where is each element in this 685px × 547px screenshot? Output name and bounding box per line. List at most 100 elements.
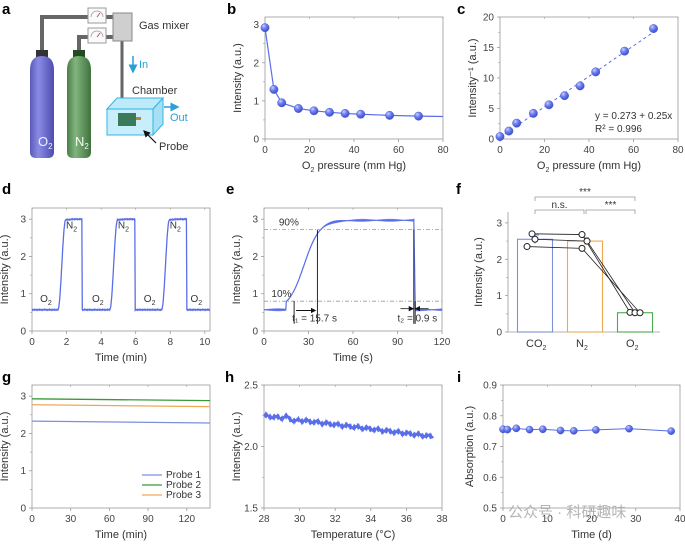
gas-mixer-label: Gas mixer	[139, 20, 189, 32]
data-point	[269, 85, 279, 94]
x-axis-label: O2 pressure (mm Hg)	[302, 160, 406, 174]
x-tick-label: 30	[65, 514, 77, 525]
y-tick-label: 0.8	[483, 411, 497, 422]
series-line-probe-3	[31, 404, 211, 408]
data-point	[293, 104, 303, 113]
y-tick-label: 0	[20, 504, 26, 515]
panel-a: a Gas mixer O2 N2	[2, 1, 189, 158]
data-point	[414, 111, 423, 121]
data-point	[309, 106, 319, 116]
y-axis-label: Intensity (a.u.)	[231, 235, 243, 305]
y-tick-label: 0.9	[483, 381, 497, 392]
plot-frame	[502, 384, 681, 509]
y-tick-label: 0	[20, 327, 26, 338]
panel-i: i 0.5 0.6 0.7 0.8 0.9 0 10 20 30 40 Time (d) Absorpt…	[457, 369, 685, 541]
y-tick-label: 0	[252, 327, 258, 338]
t1-label: t₁ = 15.7 s	[292, 314, 337, 325]
fit-r-squared: R² = 0.996	[595, 124, 642, 135]
x-tick-label: N2	[576, 338, 588, 352]
series-line	[502, 427, 672, 432]
data-point	[591, 67, 601, 77]
fit-line	[499, 30, 657, 138]
o2-cylinder-label: O2	[38, 134, 53, 151]
x-tick-label: 20	[304, 145, 316, 156]
probe-label: Probe	[159, 141, 188, 153]
x-tick-label: 10	[199, 337, 211, 348]
y-tick-label: 0.6	[483, 473, 497, 484]
x-axis-label: Temperature (°C)	[311, 529, 395, 541]
x-tick-label: O2	[626, 338, 639, 352]
y-tick-label: 15	[483, 43, 495, 54]
gas-label: N2	[66, 221, 77, 234]
data-point	[512, 118, 522, 128]
plot-frame	[31, 384, 211, 509]
gas-label: N2	[118, 221, 129, 234]
data-point	[504, 126, 514, 136]
x-tick-label: 8	[167, 337, 173, 348]
paired-line	[534, 238, 636, 313]
plot-frame	[31, 207, 211, 332]
pressure-gauge-icon	[87, 7, 107, 24]
panel-b: b 0 1 2 3 0 20 40 60 80 O2 pressure (mm Hg) Intensi…	[227, 1, 449, 174]
threshold-10-label: 10%	[271, 289, 291, 300]
x-tick-label: 32	[330, 514, 342, 525]
data-point	[667, 427, 675, 435]
significance-label: ***	[579, 187, 591, 198]
data-point	[592, 426, 600, 434]
data-point	[620, 46, 629, 56]
in-label: In	[139, 59, 148, 71]
probe-pointer-arrow	[143, 130, 157, 144]
y-tick-label: 1	[20, 466, 26, 477]
series-line	[31, 217, 211, 313]
y-tick-label: 10	[483, 74, 495, 85]
sample-point	[636, 309, 644, 317]
x-axis-label: O2 pressure (mm Hg)	[537, 160, 641, 174]
y-tick-label: 1	[20, 289, 26, 300]
y-tick-label: 2	[20, 252, 26, 263]
y-tick-label: 2	[496, 255, 502, 266]
panel-letter-h: h	[225, 369, 234, 386]
gas-mixer-box	[112, 12, 133, 42]
panel-letter-b: b	[227, 1, 236, 18]
x-axis-label: Time (d)	[571, 529, 612, 541]
x-tick-label: 40	[348, 145, 360, 156]
x-tick-label: 0	[500, 514, 506, 525]
y-tick-label: 2	[20, 429, 26, 440]
x-tick-label: 80	[672, 145, 684, 156]
panel-letter-c: c	[457, 1, 465, 18]
y-tick-label: 0	[496, 328, 502, 339]
pressure-gauge-icon	[87, 27, 107, 44]
x-tick-label: 6	[133, 337, 139, 348]
data-point	[539, 425, 547, 434]
gas-label: O2	[92, 294, 104, 307]
series-line	[263, 411, 435, 441]
gas-label: N2	[170, 221, 181, 234]
panel-c: c 0 5 10 15 20 0 20 40 60 80 O2 pressure (mm Hg) Int…	[457, 1, 684, 174]
x-tick-label: 0	[261, 337, 267, 348]
x-tick-label: 60	[393, 145, 405, 156]
data-point	[575, 81, 585, 91]
y-tick-label: 2.5	[244, 381, 258, 392]
significance-bracket	[534, 209, 585, 214]
series-line	[264, 27, 444, 118]
data-point	[570, 427, 578, 435]
probe-board	[118, 113, 136, 126]
gas-label: O2	[40, 294, 52, 307]
x-tick-label: 0	[29, 337, 35, 348]
data-point	[385, 110, 394, 120]
sample-point	[578, 244, 586, 252]
out-label: Out	[170, 112, 188, 124]
threshold-90-label: 90%	[279, 218, 299, 229]
y-tick-label: 2.0	[244, 442, 258, 453]
x-tick-label: 80	[437, 145, 449, 156]
y-tick-label: 3	[20, 392, 26, 403]
x-tick-label: 0	[262, 145, 268, 156]
data-point	[560, 91, 569, 101]
x-tick-label: 30	[303, 337, 315, 348]
legend-label: Probe 3	[166, 490, 201, 501]
x-axis-label: Time (min)	[95, 529, 147, 541]
data-point	[495, 132, 505, 141]
y-tick-label: 3	[20, 215, 26, 226]
plot-frame	[263, 384, 443, 509]
